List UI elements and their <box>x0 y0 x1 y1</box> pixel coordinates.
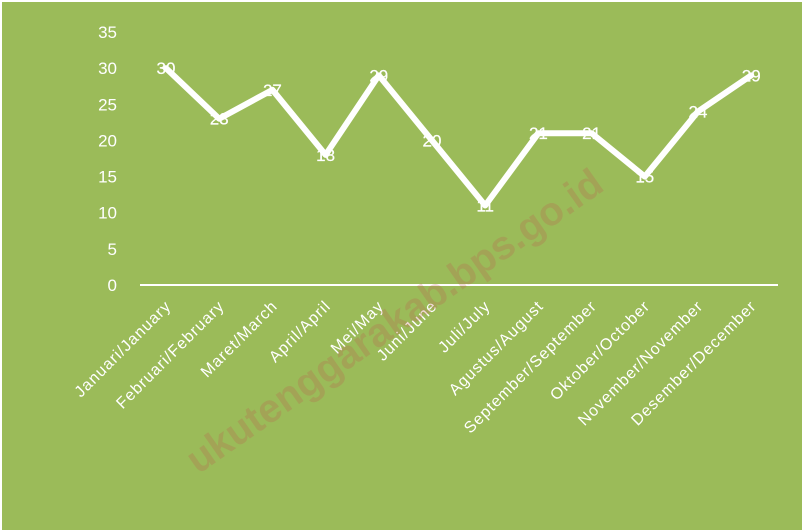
data-label: 11 <box>476 196 494 215</box>
data-label: 27 <box>263 81 282 100</box>
y-tick-label: 20 <box>98 131 117 150</box>
data-label: 24 <box>689 103 708 122</box>
y-tick-label: 25 <box>98 95 117 114</box>
data-label: 21 <box>529 124 548 143</box>
data-label: 29 <box>369 66 388 85</box>
x-category-label: Januari/January <box>72 298 175 401</box>
data-label: 18 <box>316 146 335 165</box>
data-label: 30 <box>157 59 176 78</box>
y-tick-label: 5 <box>108 240 117 259</box>
y-tick-label: 35 <box>98 23 117 42</box>
y-tick-label: 30 <box>98 59 117 78</box>
x-category-label: Agustus/August <box>446 298 547 399</box>
watermark-text: ukutenggarakab.bps.go.id <box>178 161 611 483</box>
data-label: 23 <box>210 110 229 129</box>
data-label: 15 <box>635 168 654 187</box>
x-category-label: Oktober/October <box>547 298 653 404</box>
data-label: 29 <box>742 66 761 85</box>
data-label: 20 <box>423 131 442 150</box>
data-label: 21 <box>582 124 601 143</box>
series-line <box>163 65 755 209</box>
y-tick-label: 10 <box>98 204 117 223</box>
y-tick-label: 0 <box>108 276 117 295</box>
y-tick-label: 15 <box>98 168 117 187</box>
